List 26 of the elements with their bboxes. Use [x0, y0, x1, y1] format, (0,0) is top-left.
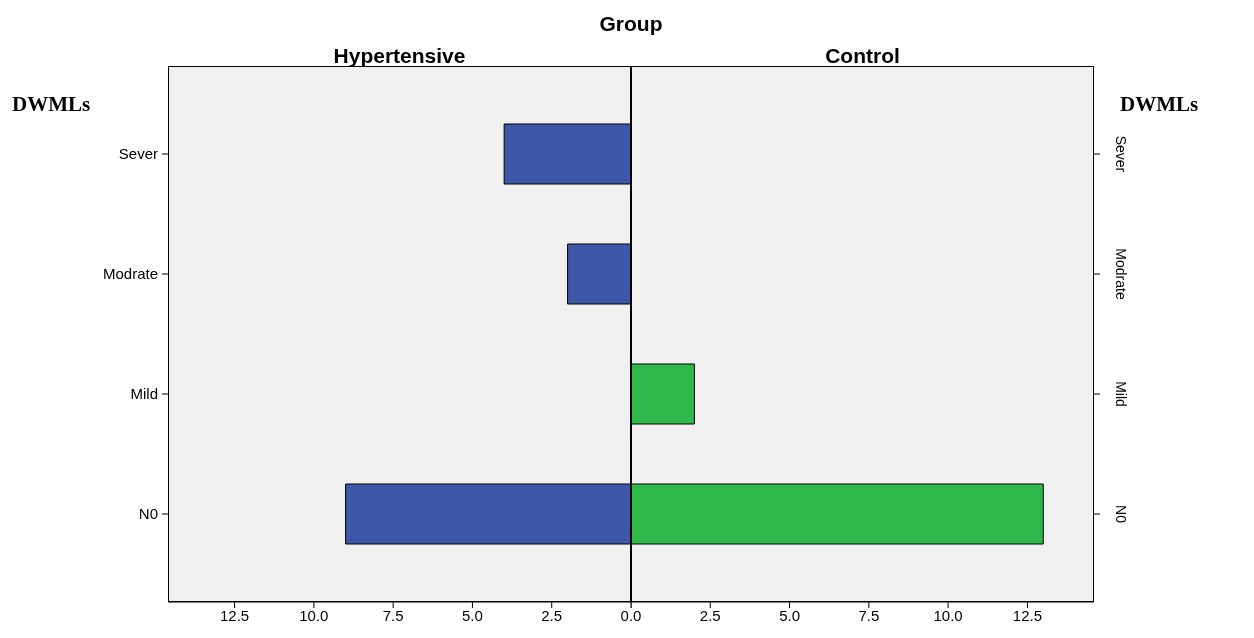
- y-axis-title: DWMLs: [1120, 92, 1199, 117]
- chart-title: Hypertensive: [332, 44, 467, 68]
- y-tick-label: Mild: [1113, 381, 1129, 407]
- y-axis-title: DWMLs: [12, 92, 91, 117]
- y-tick-label: Sever: [1113, 135, 1129, 173]
- y-tick-label: N0: [138, 505, 158, 522]
- x-tick-label: 7.5: [382, 606, 404, 624]
- x-tick-label: 10.0: [299, 606, 329, 624]
- chart-title: Control: [824, 44, 901, 68]
- x-tick-label: 10.0: [933, 606, 963, 624]
- y-tick-label: Modrate: [102, 265, 158, 282]
- x-tick-label: 7.5: [858, 606, 880, 624]
- x-tick-label: 5.0: [462, 606, 483, 624]
- bar: [567, 243, 631, 305]
- x-tick-label: 12.5: [219, 606, 250, 624]
- y-tick-label: Sever: [118, 145, 158, 162]
- x-tick-label: 2.5: [541, 606, 563, 624]
- x-tick-label: 12.5: [1012, 606, 1043, 624]
- bar: [503, 123, 631, 185]
- x-tick-label: 5.0: [779, 606, 800, 624]
- x-tick-label: 2.5: [699, 606, 721, 624]
- y-tick-label: Modrate: [1113, 248, 1129, 300]
- text: Group: [598, 12, 664, 36]
- y-tick-label: N0: [1113, 505, 1129, 524]
- y-tick-label: Mild: [130, 385, 158, 402]
- x-tick-label: 0.0: [620, 606, 642, 624]
